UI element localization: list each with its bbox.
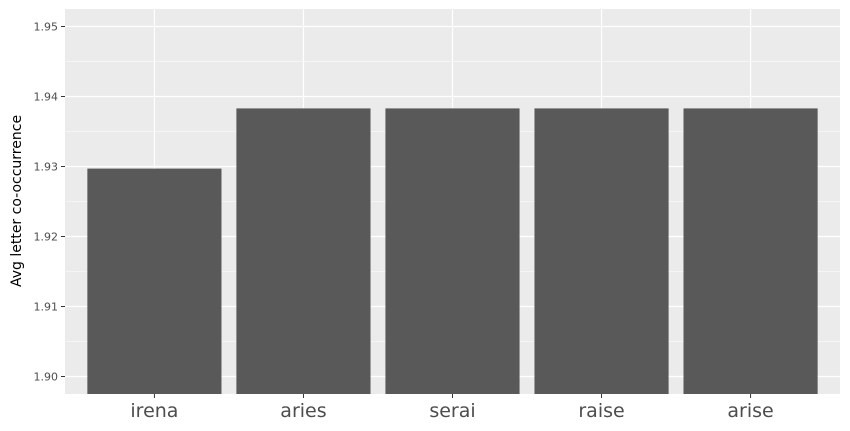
y-tick-label: 1.90 (34, 371, 59, 384)
y-tick-label: 1.92 (34, 231, 59, 244)
y-tick-label: 1.91 (34, 301, 59, 314)
y-tick-label: 1.93 (34, 161, 59, 174)
x-tick-label: raise (578, 400, 624, 422)
x-tick-label: arise (727, 400, 773, 422)
x-axis: irena aries serai raise arise (130, 394, 774, 422)
x-tick-label: irena (130, 400, 178, 422)
x-tick-label: aries (280, 400, 326, 422)
x-tick-label: serai (429, 400, 475, 422)
y-tick-label: 1.94 (34, 91, 59, 104)
bar-arise (683, 108, 818, 395)
y-axis: 1.90 1.91 1.92 1.93 1.94 1.95 (34, 21, 65, 384)
bar-irena (87, 168, 222, 394)
y-axis-label: Avg letter co-occurrence (9, 115, 25, 287)
bar-aries (236, 108, 371, 395)
bars (87, 108, 818, 395)
bar-raise (534, 108, 669, 395)
y-tick-label: 1.95 (34, 21, 59, 34)
bar-serai (385, 108, 520, 395)
